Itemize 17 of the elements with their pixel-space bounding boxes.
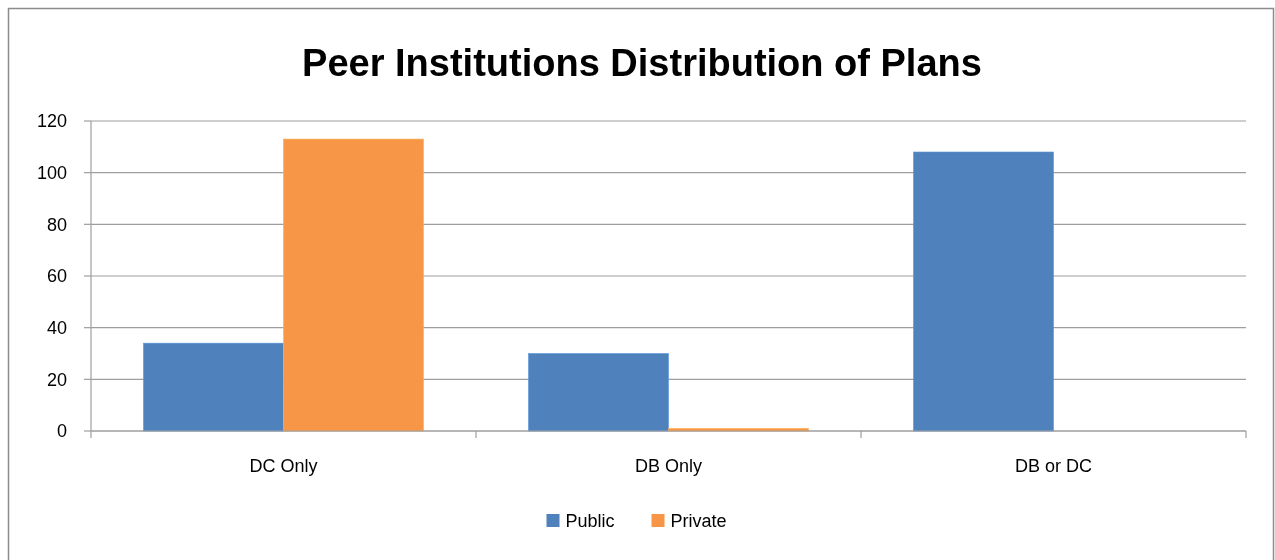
bar [143, 342, 284, 432]
legend-label: Private [670, 511, 727, 532]
y-tick-label: 40 [46, 317, 67, 338]
y-tick-label: 120 [36, 111, 67, 132]
x-tick-label: DB or DC [1014, 456, 1093, 476]
x-tick-label: DB Only [634, 456, 703, 476]
legend-label: Public [565, 511, 615, 532]
bar [528, 353, 669, 432]
y-tick-label: 0 [56, 421, 67, 442]
y-tick-label: 100 [36, 162, 67, 183]
y-tick-label: 20 [46, 369, 67, 390]
bar [283, 138, 424, 432]
x-tick-label: DC Only [249, 456, 318, 476]
y-tick-label: 60 [46, 266, 67, 287]
y-tick-label: 80 [46, 214, 67, 235]
bar [913, 151, 1054, 432]
chart-title: Peer Institutions Distribution of Plans [302, 42, 982, 84]
